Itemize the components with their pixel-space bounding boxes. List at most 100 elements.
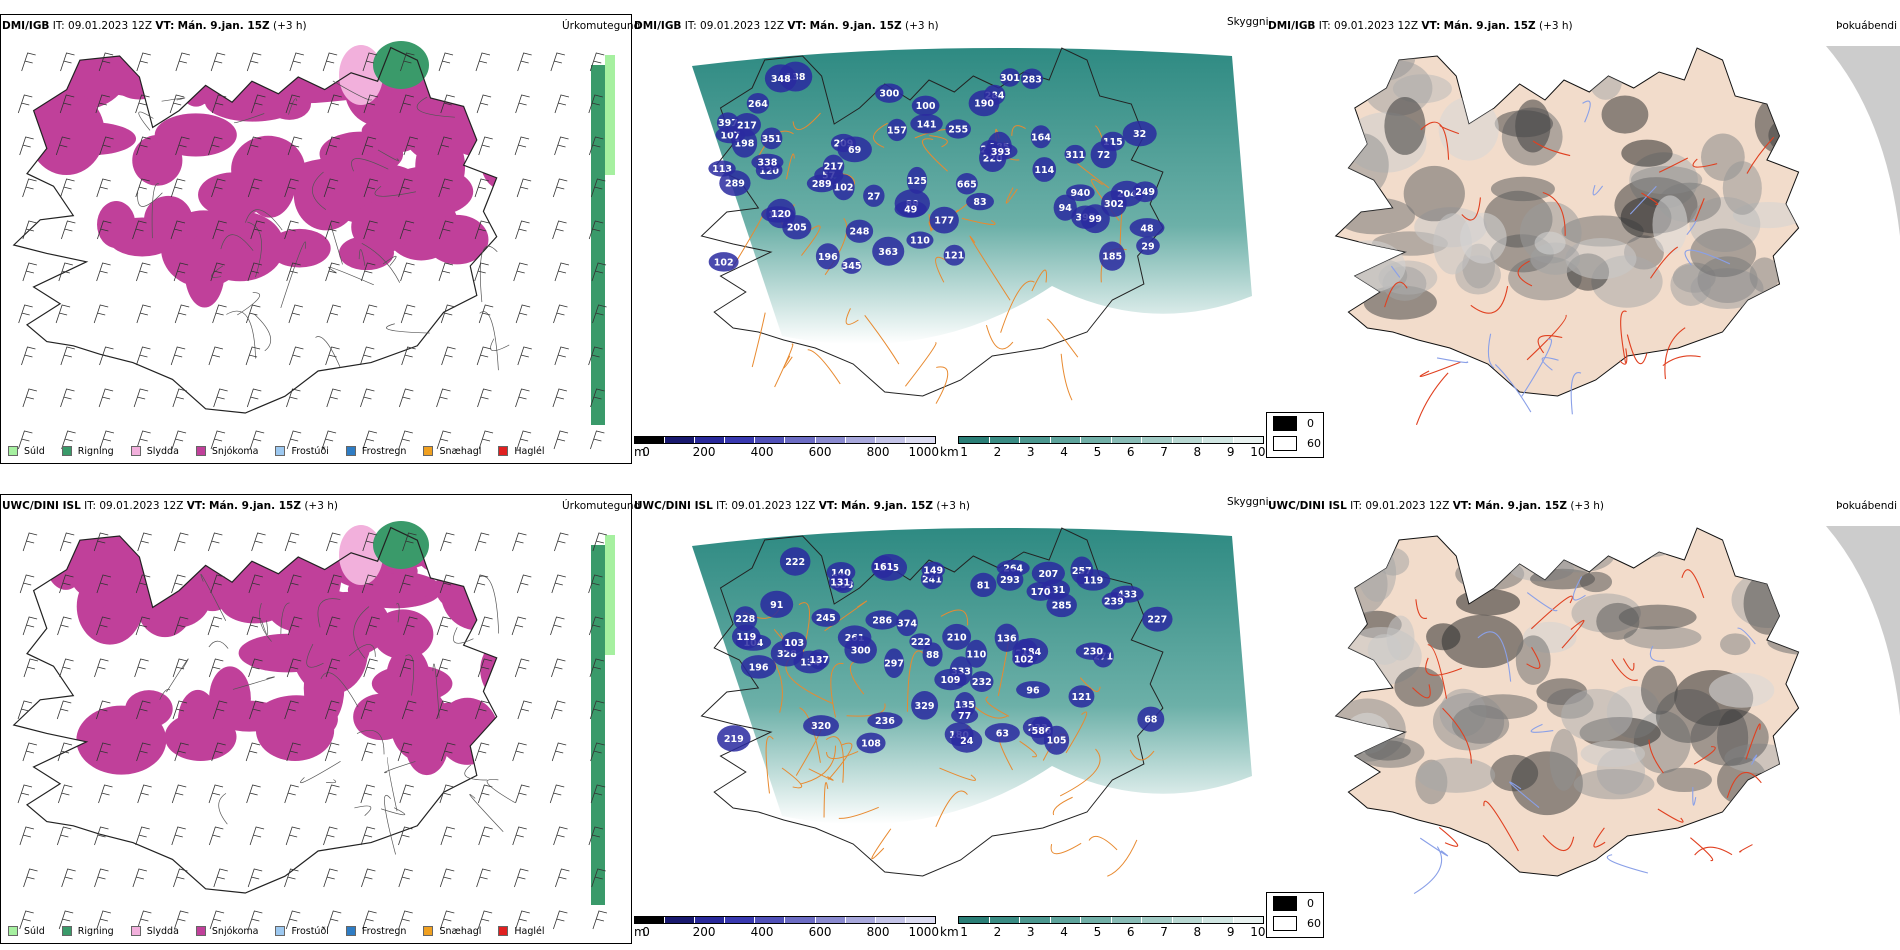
road-line — [1593, 827, 1606, 848]
legend-label: Slydda — [146, 925, 179, 937]
legend-swatch — [130, 926, 141, 936]
cloud-base-colorbar — [634, 436, 936, 444]
cloud-base-cell — [1016, 681, 1050, 699]
wind-barb — [208, 826, 224, 846]
road-line — [138, 111, 154, 131]
wind-barb — [286, 742, 301, 762]
road-line — [1427, 644, 1448, 699]
road-line — [326, 779, 337, 784]
road-line — [1439, 124, 1460, 135]
cloud-base-cell — [955, 173, 978, 195]
fog-legend-label: 60 — [1307, 916, 1321, 930]
fog-cell — [1690, 228, 1757, 278]
wind-barb — [441, 742, 456, 762]
road-line — [1483, 800, 1519, 852]
road-line — [969, 235, 1011, 301]
visibility-colorbar — [958, 916, 1264, 924]
cloud-base-label: 255 — [948, 125, 968, 136]
wind-barb — [474, 742, 490, 762]
colorbar-tick: 5 — [1093, 925, 1102, 939]
snow-cell — [351, 200, 413, 254]
road-line — [432, 663, 440, 719]
wind-barb — [213, 868, 228, 888]
wind-barb — [323, 826, 338, 846]
colorbar-segment — [1233, 917, 1263, 923]
road-line — [161, 97, 186, 102]
wind-barb — [212, 304, 227, 324]
wind-barb — [439, 784, 454, 804]
fog-cell — [1652, 195, 1688, 255]
fog-cell — [1451, 704, 1510, 744]
cloud-base-cell — [1066, 184, 1095, 202]
wind-barb — [326, 910, 342, 930]
road-line — [361, 243, 401, 283]
fog-cell — [1494, 110, 1554, 138]
cloud-base-label: 286 — [872, 615, 892, 626]
cloud-base-cell — [751, 153, 784, 171]
wind-barb — [591, 262, 607, 282]
road-line — [828, 742, 853, 780]
fog-cell — [1708, 672, 1775, 708]
colorbar-tick: 3 — [1026, 445, 1035, 459]
fog-cell — [1721, 528, 1793, 563]
snow-cell — [481, 47, 497, 105]
road-line — [374, 185, 416, 197]
wind-barb — [136, 430, 151, 450]
road-line — [306, 643, 324, 668]
wind-barb — [23, 658, 39, 678]
wind-barb — [477, 784, 493, 804]
fog-cell — [1743, 572, 1793, 635]
cloud-base-label: 48 — [1140, 223, 1154, 234]
cloud-base-label: 185 — [1102, 252, 1122, 263]
road-line — [838, 806, 879, 819]
legend-item: Haglél — [498, 926, 545, 937]
cloud-base-cell — [1032, 157, 1057, 182]
road-line — [1570, 372, 1582, 415]
wind-barb — [516, 574, 532, 594]
wind-barb — [590, 784, 606, 804]
road-line — [1477, 631, 1512, 682]
colorbar-segment — [725, 917, 756, 923]
legend-swatch — [275, 926, 286, 936]
wind-barb — [592, 304, 607, 324]
colorbar-segment — [959, 917, 990, 923]
legend-swatch — [275, 446, 286, 456]
fog-cell — [1534, 231, 1566, 255]
road-line — [1442, 707, 1472, 764]
wind-barb — [212, 220, 227, 240]
road-line — [1726, 771, 1762, 798]
cloud-base-label: 196 — [818, 252, 838, 263]
wind-barb — [96, 616, 111, 636]
cloud-base-label: 94 — [1059, 203, 1073, 214]
fog-legend-item: 60 — [1267, 433, 1323, 453]
wind-barb — [135, 616, 151, 636]
colorbar-segment — [1111, 917, 1142, 923]
cloud-base-label: 302 — [1104, 199, 1124, 210]
drizzle-area — [605, 55, 615, 175]
road-line — [151, 183, 160, 239]
cloud-base-label: 190 — [974, 99, 994, 110]
legend-label: Rigning — [77, 925, 114, 937]
cloud-base-label: 184 — [1021, 647, 1041, 658]
road-line — [823, 782, 829, 818]
visibility-scale-1: 1 2 3 4 5 6 7 8 9 10 — [958, 436, 1266, 459]
road-line — [280, 241, 307, 309]
wind-barb — [208, 346, 224, 366]
colorbar-segment — [665, 437, 696, 443]
legend-label: Snjókoma — [211, 925, 259, 937]
wind-barb — [437, 136, 452, 156]
wind-barb — [589, 700, 605, 720]
wind-barb — [174, 532, 189, 552]
fog-cell — [1490, 176, 1555, 202]
snow-area — [42, 527, 497, 776]
colorbar-segment — [695, 917, 726, 923]
wind-barb — [554, 346, 569, 366]
road-line — [1415, 372, 1449, 426]
cloud-base-label: 665 — [957, 179, 977, 190]
road-line — [328, 266, 374, 286]
road-line — [348, 644, 376, 657]
cloud-base-label: 345 — [842, 261, 862, 272]
legend-label: Snæhagl — [439, 445, 482, 457]
wind-barb — [436, 700, 451, 720]
colorbar-tick: 5 — [1093, 445, 1102, 459]
